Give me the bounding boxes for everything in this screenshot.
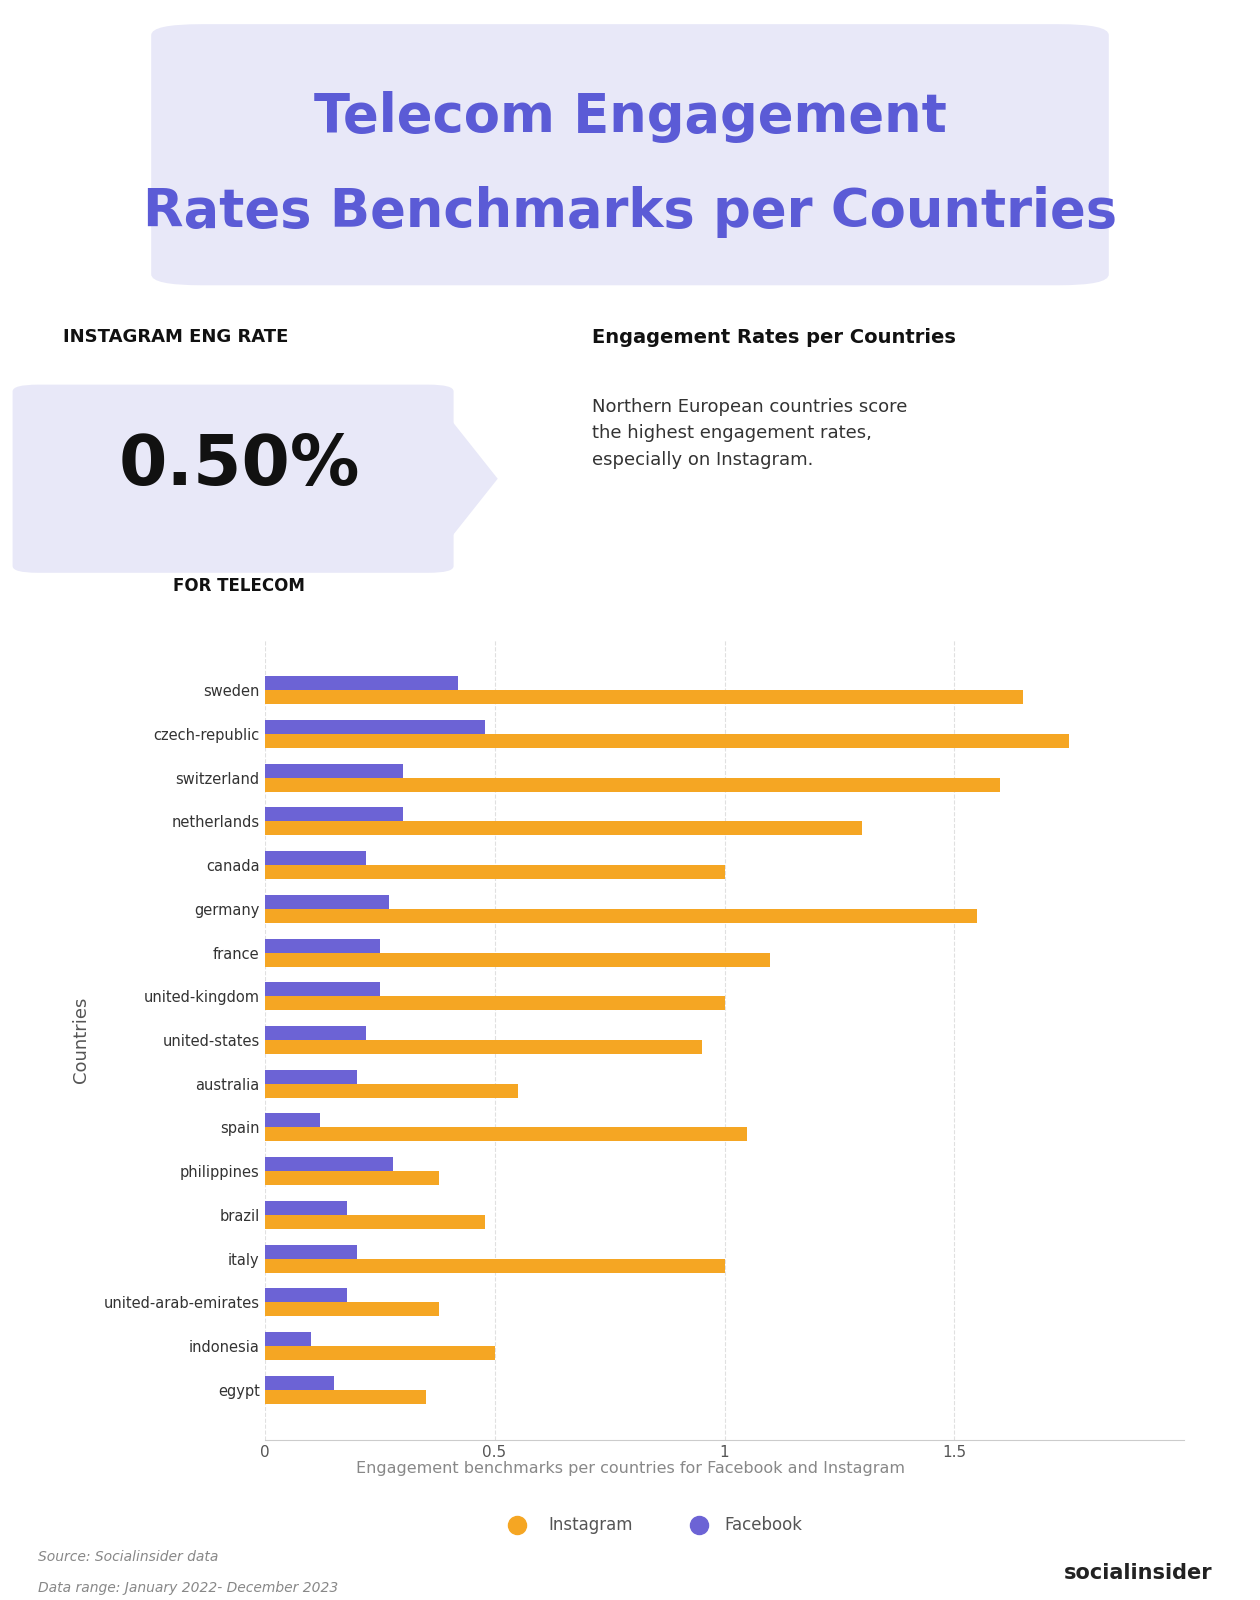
Bar — [265, 763, 402, 778]
Bar — [265, 677, 457, 690]
Text: Facebook: Facebook — [724, 1515, 803, 1534]
Bar — [265, 1070, 357, 1083]
Bar — [265, 1214, 485, 1229]
Bar — [265, 952, 771, 966]
Bar — [265, 1040, 702, 1054]
Bar — [265, 821, 862, 835]
Bar — [265, 1128, 747, 1141]
Bar — [265, 808, 402, 821]
Text: INSTAGRAM ENG RATE: INSTAGRAM ENG RATE — [63, 328, 289, 346]
Bar — [265, 1083, 518, 1098]
FancyBboxPatch shape — [13, 384, 454, 573]
Text: socialinsider: socialinsider — [1065, 1563, 1213, 1582]
Text: Rates Benchmarks per Countries: Rates Benchmarks per Countries — [142, 186, 1118, 238]
Polygon shape — [428, 392, 498, 566]
Text: Telecom Engagement: Telecom Engagement — [314, 91, 946, 142]
Bar — [265, 894, 389, 909]
Text: Engagement Rates per Countries: Engagement Rates per Countries — [592, 328, 956, 347]
Bar — [265, 690, 1023, 704]
Bar — [265, 1346, 494, 1360]
Bar — [265, 939, 379, 952]
Bar — [265, 1288, 348, 1302]
Text: 0.50%: 0.50% — [118, 432, 360, 499]
Bar — [265, 1245, 357, 1259]
Bar — [265, 1171, 440, 1186]
Bar — [265, 1157, 393, 1171]
Bar — [265, 778, 1000, 792]
Y-axis label: Countries: Countries — [72, 997, 89, 1083]
Text: Northern European countries score
the highest engagement rates,
especially on In: Northern European countries score the hi… — [592, 398, 907, 469]
Text: Source: Socialinsider data: Source: Socialinsider data — [38, 1550, 218, 1565]
Bar — [265, 1390, 426, 1403]
Bar — [265, 1259, 724, 1272]
Text: Instagram: Instagram — [548, 1515, 633, 1534]
Bar — [265, 851, 365, 866]
Text: Data range: January 2022- December 2023: Data range: January 2022- December 2023 — [38, 1581, 338, 1595]
Text: Engagement benchmarks per countries for Facebook and Instagram: Engagement benchmarks per countries for … — [355, 1461, 905, 1475]
Bar — [265, 734, 1070, 749]
Bar — [265, 720, 485, 734]
Bar — [265, 866, 724, 878]
Bar — [265, 1302, 440, 1317]
Bar — [265, 909, 978, 923]
FancyBboxPatch shape — [151, 24, 1109, 285]
Bar — [265, 1114, 320, 1128]
Bar — [265, 1202, 348, 1214]
Bar — [265, 1376, 334, 1390]
Bar — [265, 997, 724, 1010]
Bar — [265, 1331, 310, 1346]
Text: FOR TELECOM: FOR TELECOM — [174, 578, 305, 595]
Bar — [265, 1026, 365, 1040]
Bar — [265, 982, 379, 997]
